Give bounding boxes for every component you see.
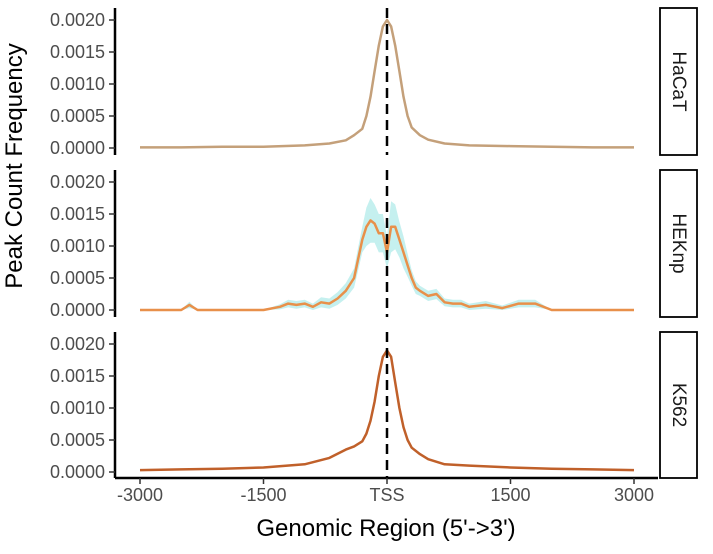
x-axis-title: Genomic Region (5'->3') [256,515,515,542]
facet-strip-HaCaT [659,7,698,156]
x-tick-label-1: -1500 [240,485,286,505]
y-tick-label-HEKnp-2: 0.0010 [50,236,105,256]
y-axis-title: Peak Count Frequency [1,43,28,288]
y-tick-label-K562-1: 0.0005 [50,430,105,450]
y-tick-label-HaCaT-0: 0.0000 [50,138,105,158]
y-tick-label-HEKnp-4: 0.0020 [50,172,105,192]
y-tick-label-HEKnp-0: 0.0000 [50,300,105,320]
y-tick-label-K562-0: 0.0000 [50,462,105,482]
x-tick-label-0: -3000 [117,485,163,505]
facet-strip-HEKnp [659,169,698,318]
y-tick-label-HaCaT-4: 0.0020 [50,10,105,30]
y-tick-label-HaCaT-2: 0.0010 [50,74,105,94]
y-tick-label-HaCaT-3: 0.0015 [50,42,105,62]
y-tick-label-HEKnp-1: 0.0005 [50,268,105,288]
y-tick-label-K562-2: 0.0010 [50,398,105,418]
facet-label-HEKnp: HEKnp [668,213,689,273]
y-tick-label-HaCaT-1: 0.0005 [50,106,105,126]
y-tick-label-HEKnp-3: 0.0015 [50,204,105,224]
x-tick-label-4: 3000 [614,485,654,505]
x-tick-label-3: 1500 [490,485,530,505]
facet-label-K562: K562 [668,383,689,427]
series-line-HaCaT [140,18,634,149]
y-tick-label-K562-3: 0.0015 [50,366,105,386]
x-tick-label-2: TSS [369,485,404,505]
facet-strip-K562 [659,331,698,479]
y-tick-label-K562-4: 0.0020 [50,334,105,354]
facet-label-HaCaT: HaCaT [668,51,689,112]
series-line-HEKnp [140,219,634,312]
